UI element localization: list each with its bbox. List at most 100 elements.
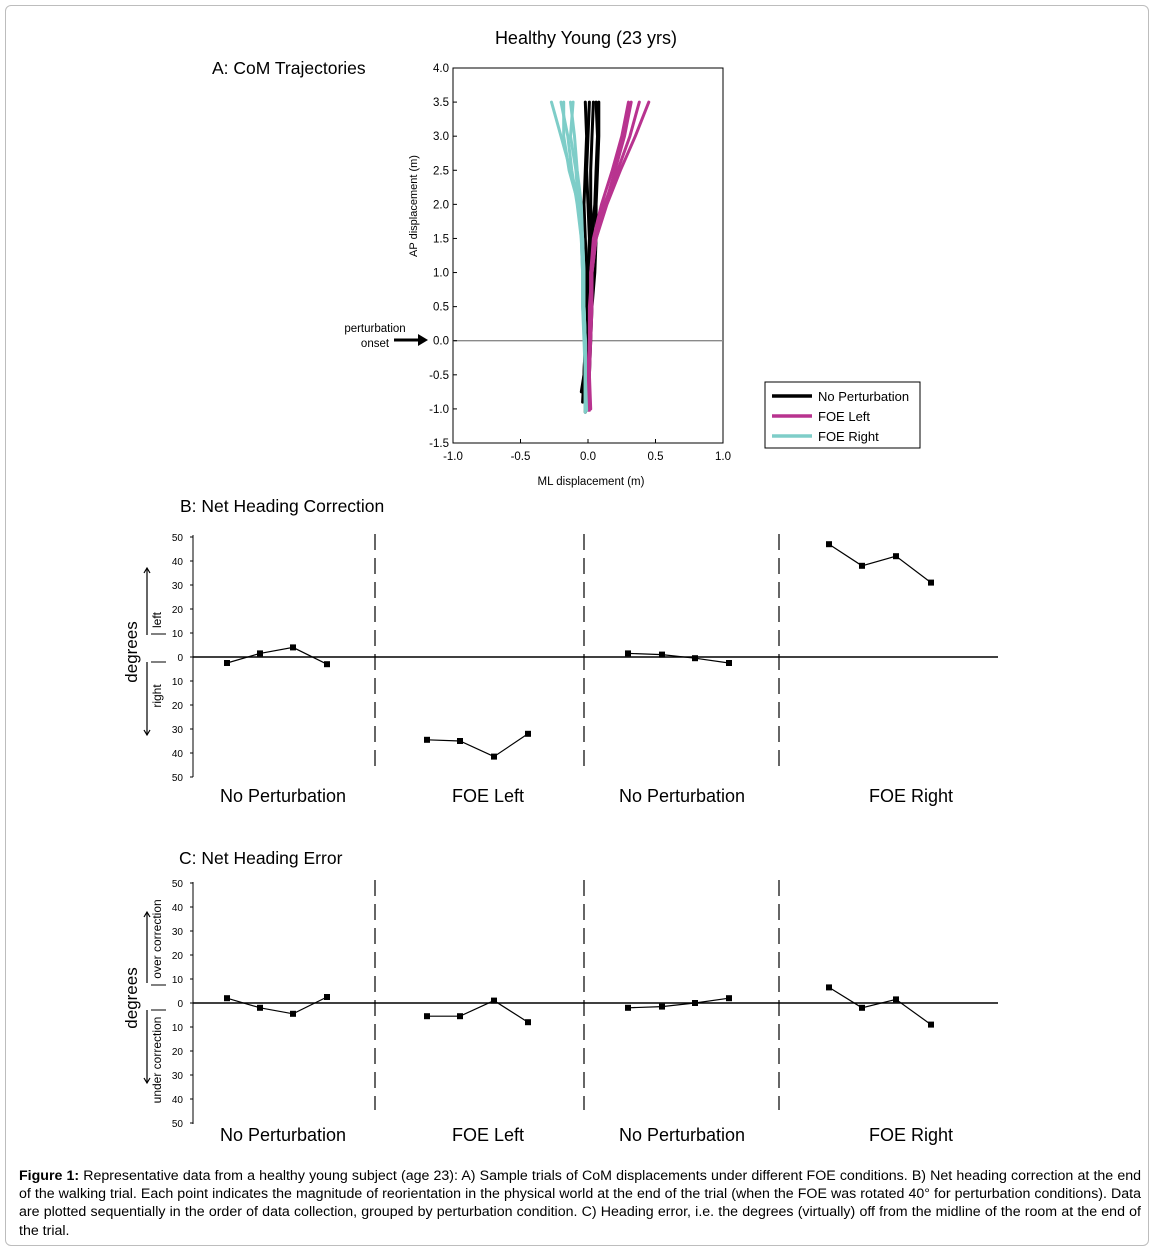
figure-canvas: Healthy Young (23 yrs) A: CoM Trajectori… bbox=[122, 28, 998, 1145]
panel-b-y-tick-label: 10 bbox=[172, 677, 184, 688]
legend-label: No Perturbation bbox=[818, 389, 909, 404]
panel-b-y-tick-label: 40 bbox=[172, 749, 184, 760]
legend-label: FOE Left bbox=[818, 409, 870, 424]
data-point bbox=[625, 1004, 631, 1011]
data-point bbox=[324, 661, 330, 668]
panel-c-y-tick-label: 50 bbox=[172, 879, 184, 890]
panel-a-y-tick-label: -1.0 bbox=[429, 404, 449, 416]
group-label: FOE Left bbox=[452, 786, 524, 806]
data-point bbox=[692, 655, 698, 662]
panel-c-y-tick-label: 50 bbox=[172, 1119, 184, 1130]
panel-b-title: B: Net Heading Correction bbox=[180, 496, 384, 516]
panel-a-y-axis: -1.5 -1.0 -0.5 0.0 0.5 1.0 1.5 2.0 2.5 3.0 3.5 4.0 bbox=[429, 63, 457, 450]
panel-b-y-axis-label: degrees bbox=[122, 621, 141, 682]
panel-a-y-tick-label: 0.5 bbox=[433, 302, 449, 314]
panel-c-up-arrow-icon bbox=[143, 910, 151, 918]
data-point bbox=[224, 660, 230, 666]
figure-caption: Figure 1: Representative data from a hea… bbox=[19, 1167, 1141, 1240]
panel-c-y-tick-label: 20 bbox=[172, 1047, 184, 1058]
perturbation-onset-label-line1: perturbation bbox=[344, 323, 405, 335]
data-point bbox=[826, 984, 832, 991]
panel-a-legend: No Perturbation FOE Left FOE Right bbox=[764, 381, 921, 449]
panel-c-y-tick-label: 10 bbox=[172, 975, 184, 986]
perturbation-onset-arrowhead-icon bbox=[418, 334, 428, 346]
data-point bbox=[826, 541, 832, 548]
data-point bbox=[928, 1021, 934, 1028]
panel-b-group-labels: No Perturbation FOE Left No Perturbation FO… bbox=[220, 786, 953, 806]
panel-c-y-tick-label: 40 bbox=[172, 903, 184, 914]
panel-c-y-tick-label: 30 bbox=[172, 927, 184, 938]
panel-b-y-tick-label: 30 bbox=[172, 725, 184, 736]
data-point bbox=[324, 994, 330, 1000]
panel-c-group-labels: No Perturbation FOE Left No Perturbation FO… bbox=[220, 1125, 953, 1145]
panel-a-y-tick-label: -1.5 bbox=[429, 438, 449, 450]
panel-a-x-axis-label: ML displacement (m) bbox=[538, 476, 645, 488]
figure-frame bbox=[5, 5, 1149, 1246]
panel-b-up-arrow-icon bbox=[143, 566, 151, 574]
panel-c-y-tick-label: 20 bbox=[172, 951, 184, 962]
panel-c-y-tick-label: 10 bbox=[172, 1023, 184, 1034]
group-label: No Perturbation bbox=[220, 786, 346, 806]
data-point bbox=[257, 650, 263, 657]
group-label: FOE Left bbox=[452, 1125, 524, 1145]
data-point bbox=[625, 650, 631, 657]
panel-a-title: A: CoM Trajectories bbox=[212, 58, 366, 78]
series-line bbox=[226, 996, 328, 1015]
group-label: FOE Right bbox=[869, 786, 953, 806]
data-point bbox=[290, 644, 296, 651]
data-point bbox=[424, 736, 430, 743]
panel-c-y-axis-label: degrees bbox=[122, 967, 141, 1028]
panel-a-y-axis-label: AP displacement (m) bbox=[408, 155, 420, 257]
panel-b-y-tick-label: 0 bbox=[177, 653, 183, 664]
panel-b-data bbox=[224, 541, 934, 760]
series-line bbox=[627, 997, 730, 1009]
trajectory-foe-right bbox=[569, 100, 587, 412]
trajectory-foe-left bbox=[586, 100, 633, 409]
panel-a-y-tick-label: -0.5 bbox=[429, 370, 449, 382]
panel-a-x-axis: -1.0 -0.5 0.0 0.5 1.0 bbox=[443, 439, 731, 463]
panel-c-y-tick-label: 0 bbox=[177, 999, 183, 1010]
panel-a-x-tick-label: -0.5 bbox=[511, 451, 531, 463]
panel-a-com-trajectories: A: CoM Trajectories -1.5-1.0-0.50.00.51.… bbox=[212, 58, 921, 488]
data-point bbox=[893, 996, 899, 1003]
series-line bbox=[427, 999, 529, 1023]
data-point bbox=[893, 553, 899, 560]
data-point bbox=[859, 562, 865, 569]
panel-a-trajectories bbox=[550, 100, 651, 414]
panel-b-y-tick-label: 20 bbox=[172, 605, 184, 616]
panel-c-net-heading-error: C: Net Heading Error 50 40 30 20 10 0 10 20 30 40… bbox=[122, 848, 998, 1145]
panel-b-direction-arrows bbox=[143, 566, 166, 737]
panel-a-y-tick-label: 3.5 bbox=[433, 97, 449, 109]
panel-a-x-tick-label: -1.0 bbox=[443, 451, 463, 463]
group-label: No Perturbation bbox=[619, 1125, 745, 1145]
panel-b-group-dividers bbox=[374, 534, 780, 766]
panel-a-y-tick-label: 1.5 bbox=[433, 233, 449, 245]
data-point bbox=[726, 660, 732, 666]
panel-a-x-tick-label: 0.5 bbox=[648, 451, 664, 463]
group-label: No Perturbation bbox=[220, 1125, 346, 1145]
perturbation-onset-label-line2: onset bbox=[361, 338, 390, 350]
data-point bbox=[424, 1013, 430, 1020]
panel-b-y-tick-label: 50 bbox=[172, 773, 184, 784]
panel-b-left-label: left bbox=[150, 611, 164, 628]
panel-a-x-tick-label: 0.0 bbox=[580, 451, 596, 463]
series-line bbox=[828, 543, 932, 584]
panel-c-y-tick-label: 30 bbox=[172, 1071, 184, 1082]
data-point bbox=[491, 753, 497, 760]
panel-c-group-dividers bbox=[374, 880, 780, 1110]
panel-c-direction-arrows bbox=[143, 910, 166, 1085]
panel-a-y-tick-label: 0.0 bbox=[433, 336, 449, 348]
data-point bbox=[457, 1013, 463, 1020]
panel-c-under-correction-label: under correction bbox=[150, 1017, 164, 1104]
panel-b-down-arrow-icon bbox=[143, 729, 151, 737]
panel-b-y-tick-label: 50 bbox=[172, 533, 184, 544]
data-point bbox=[928, 579, 934, 586]
data-point bbox=[224, 995, 230, 1002]
data-point bbox=[525, 1019, 531, 1026]
data-point bbox=[257, 1004, 263, 1011]
legend-label: FOE Right bbox=[818, 429, 879, 444]
data-point bbox=[457, 738, 463, 744]
figure-title: Healthy Young (23 yrs) bbox=[495, 28, 677, 48]
series-line bbox=[426, 733, 529, 758]
panel-a-y-tick-label: 2.0 bbox=[433, 199, 449, 211]
